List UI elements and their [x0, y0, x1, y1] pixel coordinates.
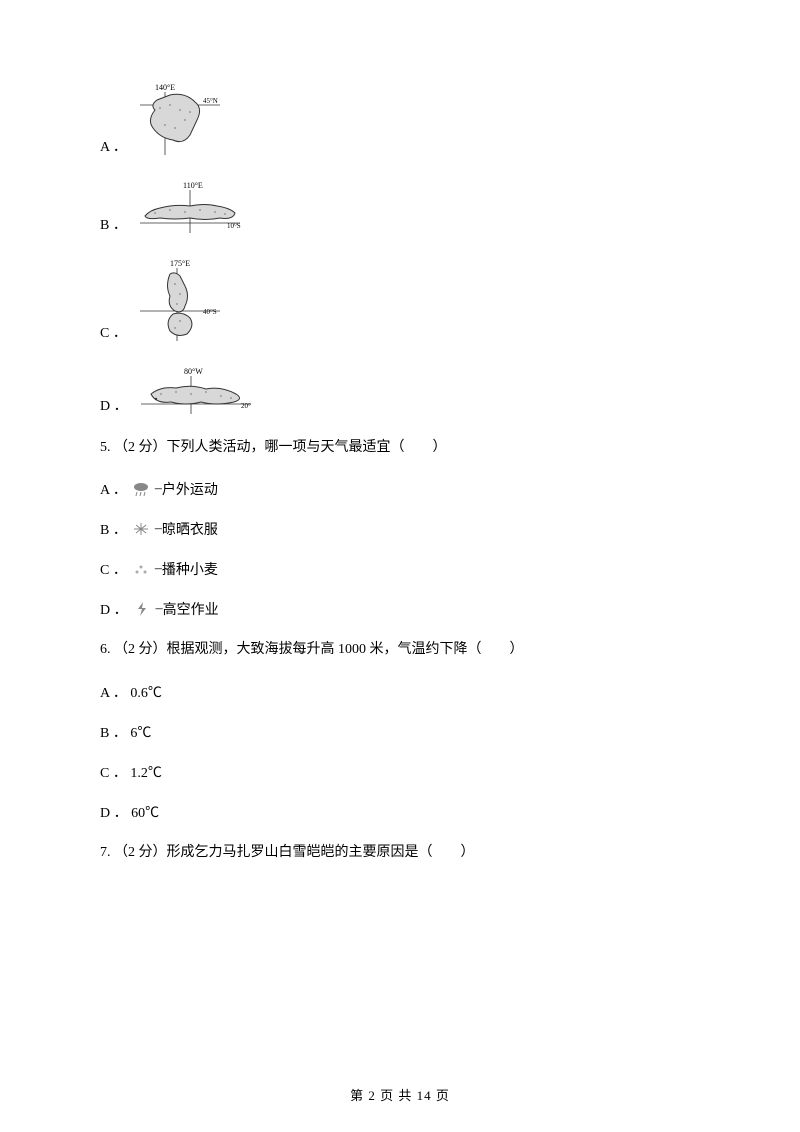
option-c-label: C ． — [100, 322, 127, 346]
map-d-coord1: 80°W — [184, 367, 203, 376]
page-footer: 第 2 页 共 14 页 — [0, 1085, 800, 1104]
q5-d-label: D ． — [100, 599, 128, 619]
q6-text: 6. （2 分）根据观测，大致海拔每升高 1000 米，气温约下降（ ） — [100, 639, 700, 661]
q5-opt-a: A ． – 户外运动 — [100, 479, 700, 499]
map-b-image: 110°E 10°S — [135, 178, 245, 238]
lightning-icon — [132, 601, 152, 617]
q5-opt-c: C ． – 播种小麦 — [100, 559, 700, 579]
map-c-coord1: 175°E — [170, 259, 190, 268]
q5-b-dash: – — [155, 521, 162, 537]
q5-a-text: 户外运动 — [162, 479, 218, 499]
dots-icon — [131, 561, 151, 577]
q5-c-text: 播种小麦 — [162, 559, 218, 579]
map-d-coord2: 20° — [241, 402, 251, 410]
map-a-image: 140°E 45°N — [135, 80, 225, 160]
q6-opt-a: A ． 0.6℃ — [100, 682, 700, 702]
page-content: A ． 140°E 45°N B ． 110°E 10°S C ． — [0, 0, 800, 924]
q5-c-label: C ． — [100, 559, 127, 579]
map-a-coord1: 140°E — [155, 83, 175, 92]
map-d-image: 80°W 20° — [136, 364, 256, 419]
q5-c-dash: – — [155, 561, 162, 577]
snow-icon — [131, 521, 151, 537]
q5-b-text: 晾晒衣服 — [162, 519, 218, 539]
map-b-coord2: 10°S — [227, 222, 241, 230]
q5-opt-d: D ． – 高空作业 — [100, 599, 700, 619]
option-d-row: D ． 80°W 20° — [100, 364, 700, 419]
option-b-label: B ． — [100, 214, 127, 238]
option-a-label: A ． — [100, 136, 127, 160]
option-a-row: A ． 140°E 45°N — [100, 80, 700, 160]
map-b-coord1: 110°E — [183, 181, 203, 190]
q5-a-dash: – — [155, 481, 162, 497]
option-c-row: C ． 175°E 40°S — [100, 256, 700, 346]
q5-d-text: 高空作业 — [163, 599, 219, 619]
q5-b-label: B ． — [100, 519, 127, 539]
rain-icon — [131, 481, 151, 497]
q5-text: 5. （2 分）下列人类活动，哪一项与天气最适宜（ ） — [100, 437, 700, 459]
q5-d-dash: – — [156, 601, 163, 617]
q5-a-label: A ． — [100, 479, 127, 499]
option-b-row: B ． 110°E 10°S — [100, 178, 700, 238]
map-a-coord2: 45°N — [203, 97, 218, 105]
map-c-image: 175°E 40°S — [135, 256, 225, 346]
map-c-coord2: 40°S — [203, 308, 217, 316]
q6-opt-b: B ． 6℃ — [100, 722, 700, 742]
q7-text: 7. （2 分）形成乞力马扎罗山白雪皑皑的主要原因是（ ） — [100, 842, 700, 864]
q6-opt-c: C ． 1.2℃ — [100, 762, 700, 782]
q6-opt-d: D ． 60℃ — [100, 802, 700, 822]
q5-opt-b: B ． – 晾晒衣服 — [100, 519, 700, 539]
option-d-label: D ． — [100, 395, 128, 419]
